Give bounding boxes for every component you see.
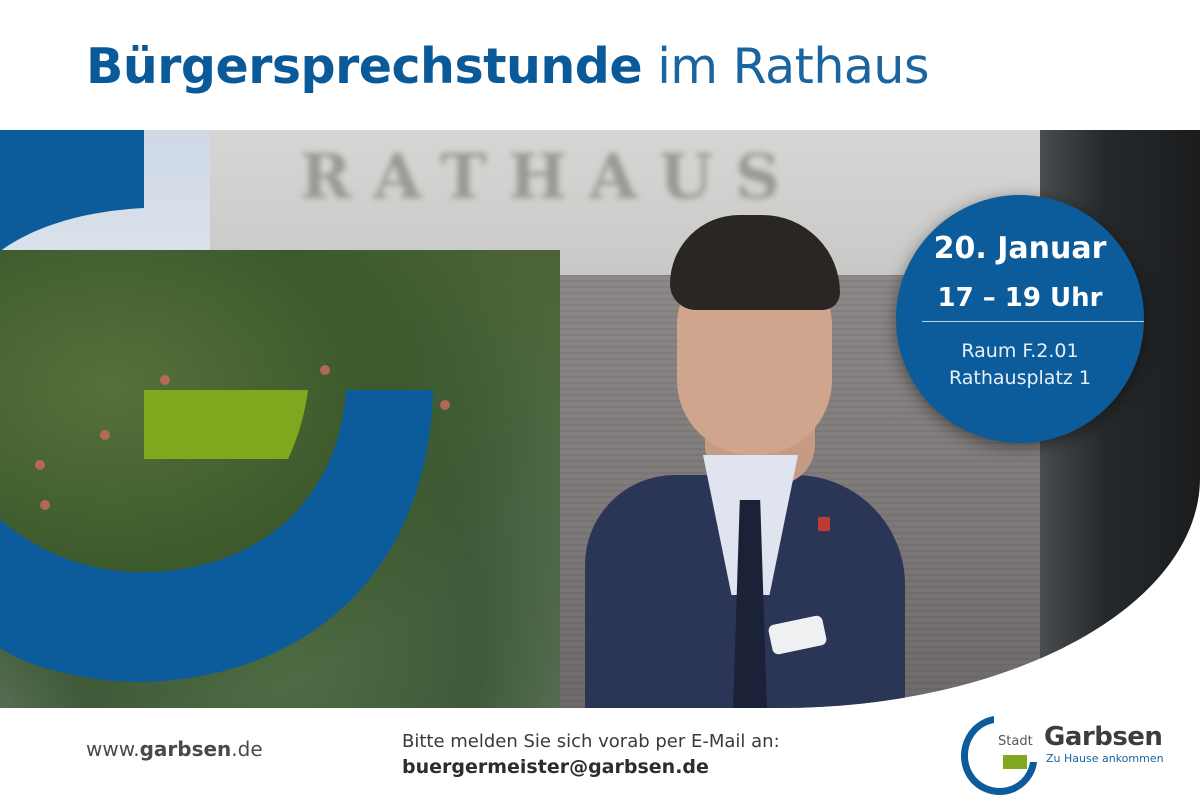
logo-green-bar bbox=[1003, 755, 1027, 769]
url-domain: garbsen bbox=[139, 737, 232, 761]
registration-note: Bitte melden Sie sich vorab per E-Mail a… bbox=[402, 731, 780, 752]
badge-divider bbox=[922, 321, 1144, 322]
event-room: Raum F.2.01 bbox=[961, 340, 1079, 362]
website-link[interactable]: www.garbsen.de bbox=[86, 737, 263, 761]
rathaus-sign: RATHAUS bbox=[300, 140, 802, 213]
hair bbox=[670, 215, 840, 310]
title-bold: Bürgersprechstunde bbox=[86, 38, 643, 95]
url-prefix: www. bbox=[86, 737, 140, 761]
logo-stadt: Stadt bbox=[998, 734, 1033, 749]
garbsen-logo: Stadt Garbsen Zu Hause ankommen bbox=[958, 712, 1188, 797]
event-date-badge: 20. Januar 17 – 19 Uhr Raum F.2.01 Ratha… bbox=[896, 195, 1144, 443]
garbsen-g-graphic bbox=[0, 130, 450, 710]
url-suffix: .de bbox=[231, 737, 263, 761]
flower bbox=[35, 460, 45, 470]
header: Bürgersprechstunde im Rathaus bbox=[0, 0, 1200, 130]
lapel-pin bbox=[818, 517, 830, 531]
event-time: 17 – 19 Uhr bbox=[937, 283, 1103, 313]
page-title: Bürgersprechstunde im Rathaus bbox=[86, 38, 929, 95]
logo-tagline: Zu Hause ankommen bbox=[1046, 752, 1164, 765]
event-address: Rathausplatz 1 bbox=[948, 367, 1092, 389]
flower bbox=[100, 430, 110, 440]
flower bbox=[40, 500, 50, 510]
flower bbox=[440, 400, 450, 410]
flower bbox=[320, 365, 330, 375]
title-light: im Rathaus bbox=[657, 38, 929, 95]
contact-email-link[interactable]: buergermeister@garbsen.de bbox=[402, 756, 709, 778]
g-arc-icon bbox=[0, 130, 433, 682]
mayor-portrait bbox=[585, 215, 905, 708]
flower bbox=[160, 375, 170, 385]
event-date: 20. Januar bbox=[933, 231, 1107, 266]
logo-name: Garbsen bbox=[1044, 722, 1163, 752]
